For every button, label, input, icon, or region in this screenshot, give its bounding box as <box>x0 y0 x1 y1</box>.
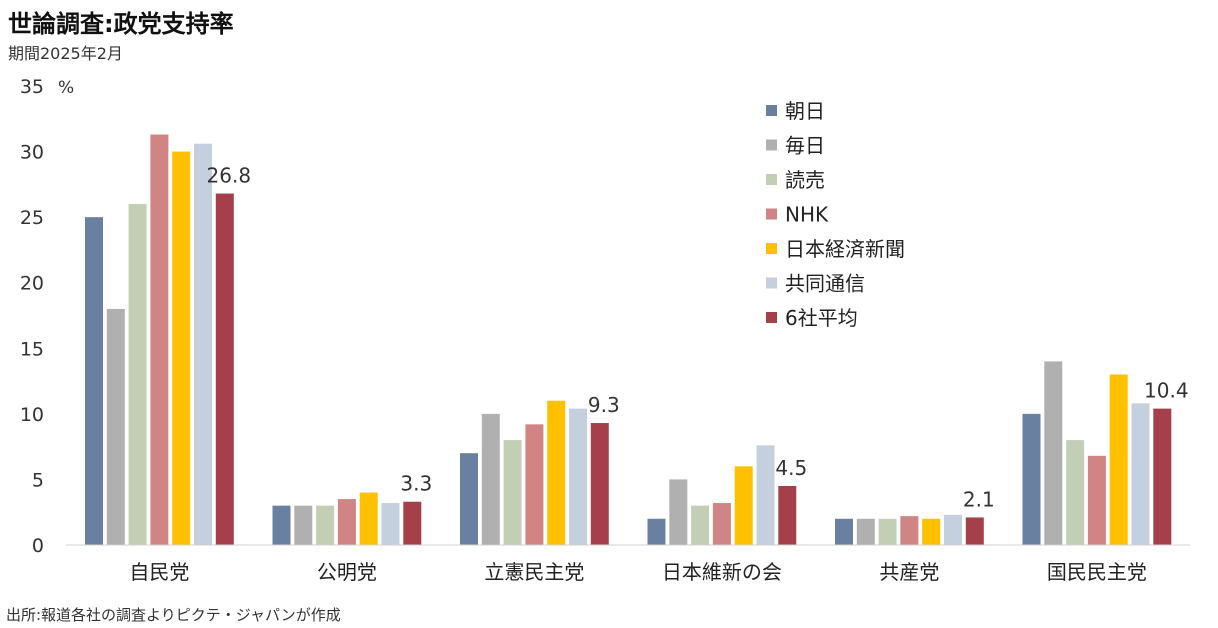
y-tick-label: 10 <box>20 404 44 426</box>
chart-title: 世論調査:政党支持率 <box>8 10 234 38</box>
data-label: 4.5 <box>775 456 807 480</box>
bar <box>647 518 666 545</box>
bar <box>128 204 147 545</box>
bar <box>1109 374 1128 545</box>
bar <box>590 423 609 545</box>
legend-label: NHK <box>785 203 829 227</box>
bar <box>150 134 169 545</box>
legend-swatch <box>766 105 777 116</box>
legend-swatch <box>766 208 777 220</box>
bar <box>1044 361 1063 545</box>
bar <box>691 505 710 545</box>
y-tick-label: 20 <box>20 273 44 295</box>
bar <box>835 518 853 545</box>
x-category-label: 公明党 <box>317 560 377 584</box>
legend-swatch <box>766 139 777 151</box>
legend-swatch <box>766 174 777 185</box>
x-category-label: 国民民主党 <box>1047 560 1147 584</box>
data-label: 26.8 <box>207 164 252 188</box>
x-category-label: 日本維新の会 <box>662 560 782 584</box>
data-labels: 26.8 3.3 9.3 4.5 2.1 10.4 <box>207 164 1189 512</box>
source-note: 出所:報道各社の調査よりピクテ・ジャパンが作成 <box>6 606 341 624</box>
bar <box>1131 403 1150 545</box>
bar <box>460 453 478 545</box>
bar <box>1022 413 1041 545</box>
bar <box>856 518 875 545</box>
y-tick-label: 25 <box>20 207 44 229</box>
y-tick-label: 0 <box>32 535 44 557</box>
bar <box>85 217 103 545</box>
bar-chart: 0 5 10 15 20 25 30 35 % 自民党 公明党 立憲民主党 日本維新の会 共産党 国民民… <box>20 76 1190 584</box>
bar <box>547 400 566 545</box>
bar <box>215 193 234 545</box>
bar <box>294 505 313 545</box>
legend-label: 6社平均 <box>785 306 858 330</box>
x-category-label: 自民党 <box>129 560 189 584</box>
bar <box>734 466 753 545</box>
bar <box>194 143 212 545</box>
bar <box>669 479 688 545</box>
bar <box>525 424 544 545</box>
bars <box>85 134 1172 546</box>
data-label: 2.1 <box>963 487 995 511</box>
bar <box>272 505 291 545</box>
bar <box>569 408 587 545</box>
bar <box>337 499 356 545</box>
bar <box>878 518 897 545</box>
bar <box>778 485 797 545</box>
legend-label: 朝日 <box>785 99 825 123</box>
bar <box>172 151 191 546</box>
bar <box>756 445 775 545</box>
legend-swatch <box>766 312 777 323</box>
y-tick-label: 35 <box>20 76 44 98</box>
bar <box>403 501 422 545</box>
legend-swatch <box>766 243 777 254</box>
bar <box>481 413 500 545</box>
bar <box>106 308 125 545</box>
legend-label: 読売 <box>785 168 825 192</box>
y-tick-label: 30 <box>20 142 44 164</box>
y-axis: 0 5 10 15 20 25 30 35 <box>20 76 44 557</box>
bar <box>316 505 335 545</box>
bar <box>900 516 919 545</box>
data-label: 9.3 <box>588 393 620 417</box>
bar <box>1087 455 1106 545</box>
bar <box>965 517 984 545</box>
bar <box>1153 408 1172 545</box>
legend-label: 共同通信 <box>785 272 865 296</box>
data-label: 10.4 <box>1144 379 1189 403</box>
bar <box>503 440 522 545</box>
y-tick-label: 5 <box>32 469 44 491</box>
x-axis-categories: 自民党 公明党 立憲民主党 日本維新の会 共産党 国民民主党 <box>129 560 1147 584</box>
bar <box>1066 440 1085 545</box>
bar <box>944 514 962 545</box>
bar <box>922 518 941 545</box>
data-label: 3.3 <box>400 472 432 496</box>
legend-label: 毎日 <box>785 134 825 158</box>
legend-swatch <box>766 277 777 289</box>
bar <box>359 492 378 545</box>
x-category-label: 立憲民主党 <box>484 560 584 584</box>
legend-label: 日本経済新聞 <box>785 237 905 261</box>
y-unit-label: % <box>58 78 74 98</box>
bar <box>712 503 731 545</box>
chart-subtitle: 期間2025年2月 <box>8 44 123 63</box>
y-tick-label: 15 <box>20 338 44 360</box>
x-category-label: 共産党 <box>879 560 939 584</box>
bar <box>381 503 400 545</box>
